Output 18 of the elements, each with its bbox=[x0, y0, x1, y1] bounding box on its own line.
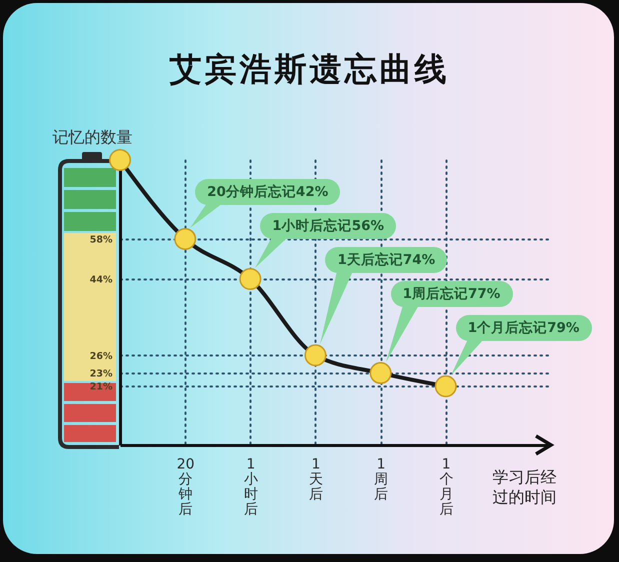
y-tick-label: 26% bbox=[90, 350, 113, 362]
annotation: 1周后忘记77% bbox=[402, 286, 500, 302]
x-tick-label: 1个月后 bbox=[439, 456, 454, 518]
x-tick-label: 1小时后 bbox=[244, 456, 258, 518]
x-tick-label: 1天后 bbox=[308, 456, 323, 502]
chart-title: 艾宾浩斯遗忘曲线 bbox=[168, 50, 450, 88]
annotation: 1天后忘记74% bbox=[337, 252, 436, 268]
y-tick-label: 58% bbox=[90, 234, 113, 246]
x-tick-label: 1周后 bbox=[374, 456, 388, 502]
annotation: 1小时后忘记56% bbox=[272, 218, 384, 234]
x-axis-title: 学习后经过的时间 bbox=[492, 468, 556, 506]
y-tick-label: 23% bbox=[90, 368, 113, 380]
x-tick-label: 20分钟后 bbox=[176, 456, 195, 518]
y-axis-title: 记忆的数量 bbox=[52, 128, 132, 146]
annotation: 1个月后忘记79% bbox=[468, 320, 580, 336]
y-tick-label: 44% bbox=[90, 274, 113, 286]
annotation: 20分钟后忘记42% bbox=[207, 184, 328, 200]
y-tick-label: 21% bbox=[90, 382, 113, 393]
